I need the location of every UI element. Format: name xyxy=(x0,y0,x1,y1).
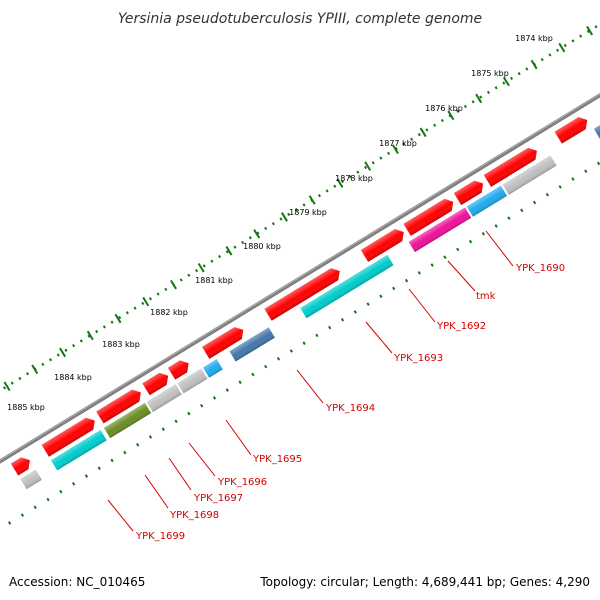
gene-arrow xyxy=(142,372,169,396)
ruler-tick xyxy=(586,25,594,36)
ruler-label: 1876 kbp xyxy=(425,104,463,113)
callout-line xyxy=(485,230,514,267)
feature-block xyxy=(202,359,223,378)
ruler-label: 1884 kbp xyxy=(54,373,92,382)
ruler-label: 1880 kbp xyxy=(243,242,281,251)
ruler-tick xyxy=(530,59,538,70)
gene-arrow xyxy=(10,457,30,476)
gene-label[interactable]: YPK_1694 xyxy=(325,403,375,414)
gene-arrow xyxy=(96,389,141,424)
ruler-tick xyxy=(225,246,233,256)
ruler-tick xyxy=(170,279,177,290)
ruler-tick xyxy=(59,347,66,358)
gene-arrow xyxy=(403,198,454,236)
gene-label[interactable]: YPK_1695 xyxy=(252,454,302,465)
ruler-label: 1879 kbp xyxy=(289,208,327,217)
feature-block xyxy=(593,103,600,140)
genome-track xyxy=(0,63,600,533)
ruler-dotted-line xyxy=(0,12,600,432)
accession-text: Accession: NC_010465 xyxy=(9,575,145,589)
feature-block xyxy=(502,155,557,195)
ruler-tick xyxy=(475,93,483,104)
gene-label[interactable]: YPK_1690 xyxy=(515,263,565,274)
backbone-highlight xyxy=(0,64,600,482)
gene-label[interactable]: YPK_1693 xyxy=(393,353,443,364)
ruler-tick xyxy=(114,313,122,324)
callout-line xyxy=(188,442,216,477)
feature-block xyxy=(300,254,394,319)
callout-line xyxy=(365,321,393,354)
gene-arrow xyxy=(202,327,244,359)
map-title: Yersinia pseudotuberculosis YPIII, compl… xyxy=(118,11,482,27)
ruler-tick xyxy=(419,127,427,138)
backbone-line xyxy=(0,63,600,484)
ruler-tick xyxy=(558,42,566,53)
ruler-tick xyxy=(391,144,399,154)
ruler-tick xyxy=(447,110,455,121)
ruler-tick xyxy=(336,178,344,188)
gene-arrow xyxy=(483,147,537,187)
gene-label[interactable]: YPK_1699 xyxy=(135,531,185,542)
ruler-label: 1878 kbp xyxy=(335,174,373,183)
ruler-label: 1874 kbp xyxy=(515,34,553,43)
ruler-labels: 1874 kbp 1875 kbp 1876 kbp 1877 kbp 1878 kbp… xyxy=(7,34,553,412)
ruler-label: 1877 kbp xyxy=(379,139,417,148)
callout-line xyxy=(447,260,476,292)
ruler-tick xyxy=(280,212,288,222)
ruler-tick xyxy=(308,195,316,205)
gene-label[interactable]: YPK_1697 xyxy=(193,493,243,504)
feature-block xyxy=(20,469,42,490)
gene-label[interactable]: YPK_1698 xyxy=(169,510,219,521)
callout-line xyxy=(107,499,134,532)
callout-line xyxy=(225,419,252,456)
gene-arrow xyxy=(453,180,484,206)
gene-label[interactable]: tmk xyxy=(476,291,496,302)
ruler-tick xyxy=(3,381,11,392)
gene-arrow xyxy=(167,360,189,380)
ruler-tick xyxy=(364,161,372,171)
callout-line xyxy=(168,457,192,491)
ruler-label: 1881 kbp xyxy=(195,276,233,285)
callout-line xyxy=(144,474,169,509)
feature-block xyxy=(50,429,107,471)
gene-arrow xyxy=(554,117,588,144)
ruler-tick xyxy=(142,296,150,307)
kbp-ruler xyxy=(0,12,600,432)
ruler-tick xyxy=(502,76,510,87)
feature-block xyxy=(146,384,182,413)
callout-line xyxy=(408,288,436,323)
feature-block xyxy=(177,368,208,394)
feature-block xyxy=(229,327,275,362)
gene-label[interactable]: YPK_1696 xyxy=(217,477,267,488)
gene-arrow xyxy=(360,229,404,262)
ruler-label: 1885 kbp xyxy=(7,403,45,412)
callout-line xyxy=(296,369,324,404)
ruler-tick xyxy=(86,330,94,341)
ruler-label: 1875 kbp xyxy=(471,69,509,78)
gene-arrow xyxy=(264,268,340,321)
lower-dotted-line xyxy=(0,113,600,533)
feature-block xyxy=(466,185,508,217)
ruler-label: 1883 kbp xyxy=(102,340,140,349)
gene-arrow xyxy=(41,417,95,457)
feature-block xyxy=(103,402,152,439)
ruler-tick xyxy=(253,229,261,239)
ruler-tick xyxy=(197,262,205,273)
gene-label[interactable]: YPK_1692 xyxy=(436,321,486,332)
feature-block xyxy=(408,207,472,253)
ruler-label: 1882 kbp xyxy=(150,308,188,317)
ruler-tick xyxy=(31,364,39,375)
genome-summary-text: Topology: circular; Length: 4,689,441 bp… xyxy=(259,575,590,589)
